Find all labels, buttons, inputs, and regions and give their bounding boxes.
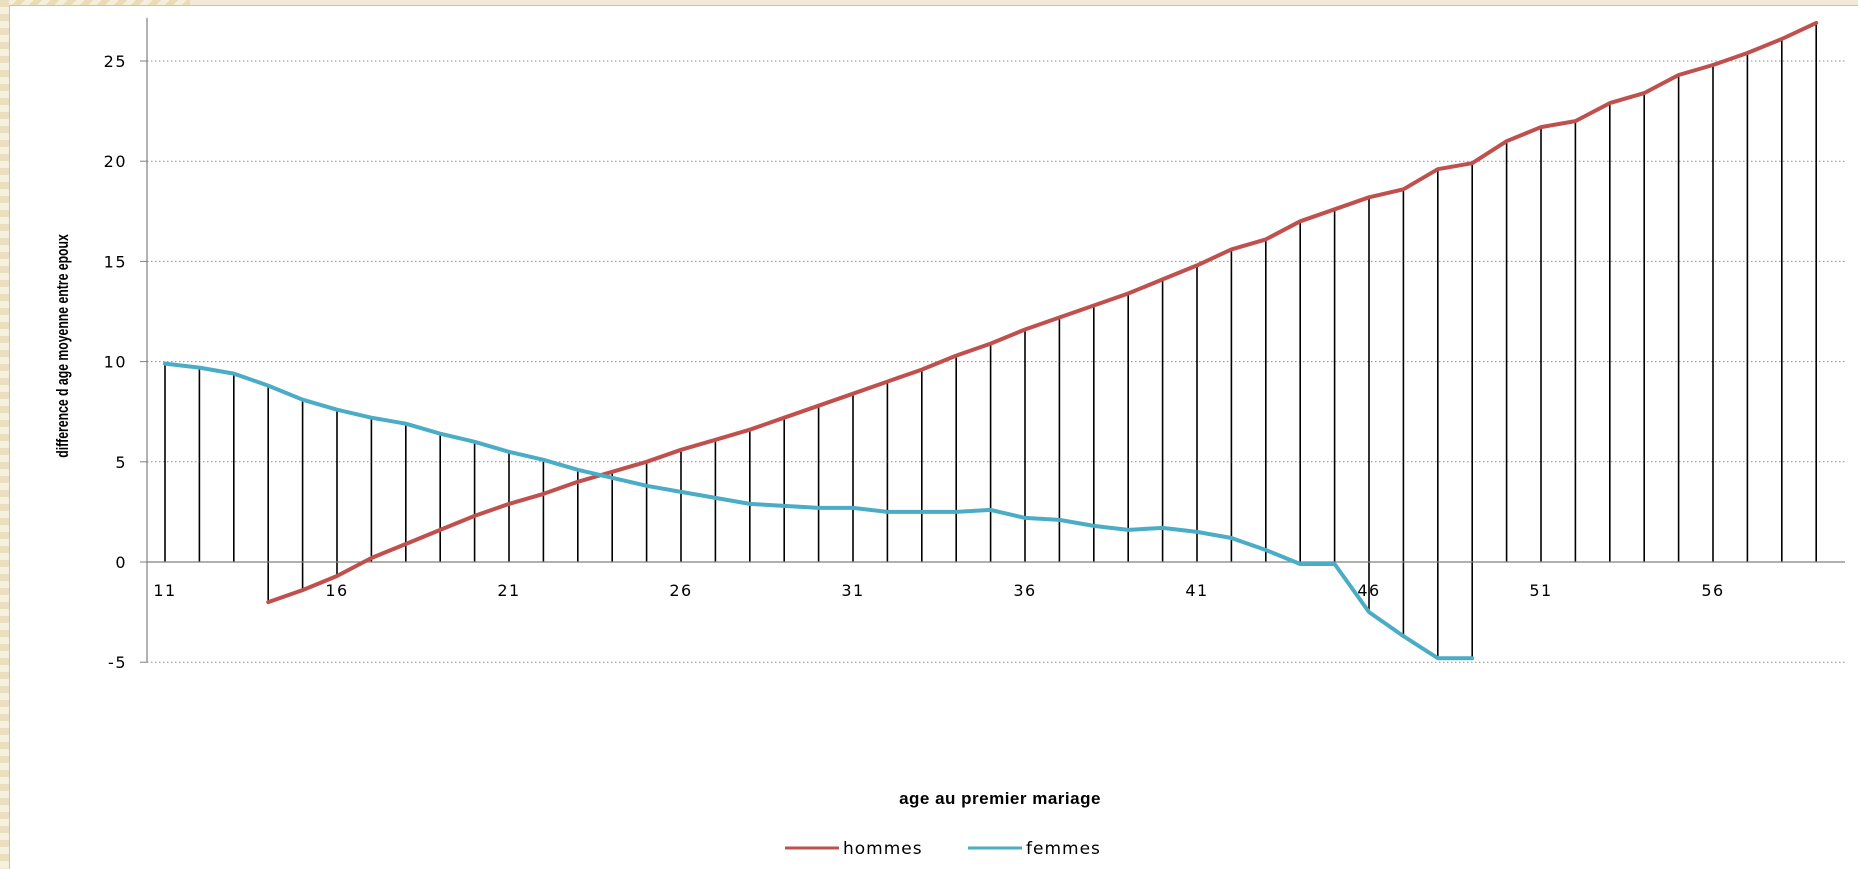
- y-tick-label: 10: [104, 353, 127, 372]
- series-line-femmes: [163, 361, 1475, 661]
- x-tick-label: 26: [669, 581, 692, 600]
- x-axis-title: age au premier mariage: [899, 789, 1101, 808]
- y-tick-labels: -5 0 5 10 15 20 25: [104, 52, 127, 672]
- decorative-border: [0, 0, 9, 868]
- chart-panel: -5 0 5 10 15 20 25 11 16 21 26 31 36 41 46 51 56 age au…: [9, 5, 1858, 869]
- axes: [140, 17, 1845, 663]
- y-tick-label: 5: [115, 453, 127, 472]
- gridlines: [147, 60, 1845, 663]
- x-tick-label: 56: [1701, 581, 1724, 600]
- y-tick-label: 0: [115, 553, 127, 572]
- legend-label-femmes: femmes: [1026, 839, 1101, 859]
- x-tick-label: 16: [325, 581, 348, 600]
- y-tick-label: 15: [104, 252, 127, 271]
- x-tick-label: 21: [497, 581, 520, 600]
- x-tick-label: 11: [153, 581, 176, 600]
- drop-lines: [164, 22, 1817, 659]
- y-tick-label: 25: [104, 52, 127, 71]
- legend-label-hommes: hommes: [843, 839, 923, 859]
- x-tick-labels: 11 16 21 26 31 36 41 46 51 56: [153, 581, 1724, 600]
- y-axis-title: difference d age moyenne entre epoux: [54, 234, 72, 458]
- series-line-hommes: [266, 20, 1819, 605]
- chart-svg: -5 0 5 10 15 20 25 11 16 21 26 31 36 41 46 51 56 age au…: [54, 17, 1845, 859]
- x-tick-label: 36: [1013, 581, 1036, 600]
- x-tick-label: 46: [1357, 581, 1380, 600]
- x-tick-label: 41: [1185, 581, 1208, 600]
- legend: hommes femmes: [785, 839, 1101, 859]
- series-lines: [163, 20, 1819, 661]
- y-tick-label: 20: [104, 152, 127, 171]
- x-tick-label: 51: [1529, 581, 1552, 600]
- x-tick-label: 31: [841, 581, 864, 600]
- y-tick-label: -5: [108, 653, 127, 672]
